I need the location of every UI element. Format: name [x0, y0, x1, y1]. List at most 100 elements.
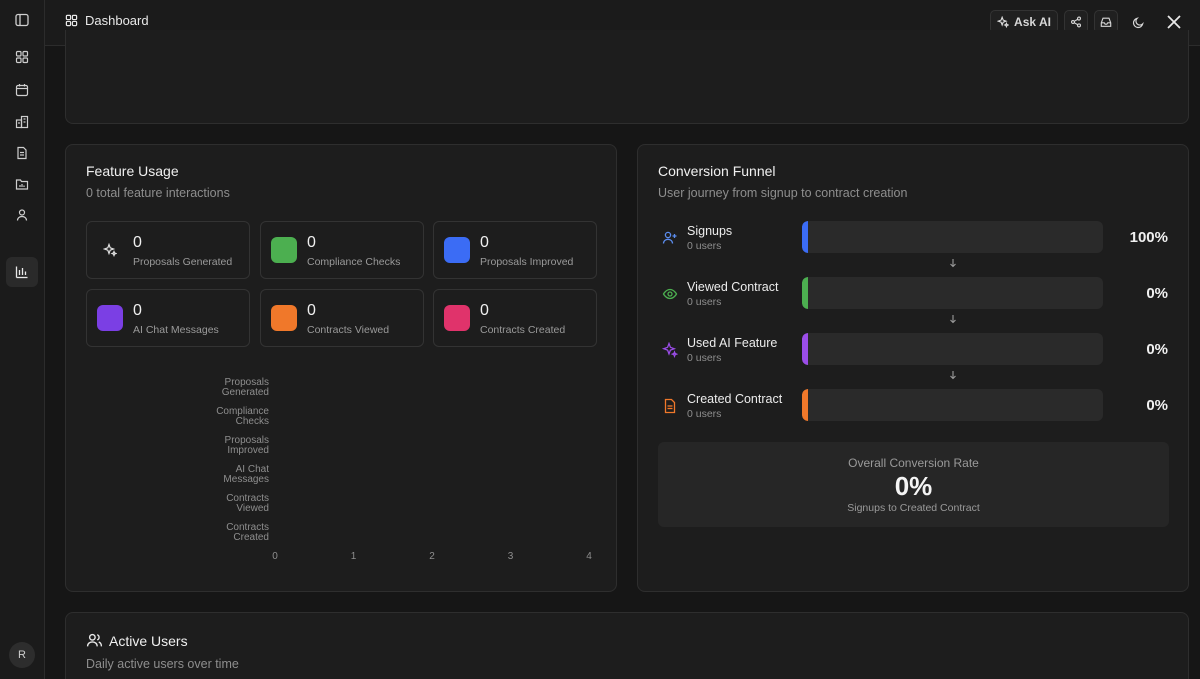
conversion-funnel-card: Conversion Funnel User journey from sign…	[637, 144, 1189, 592]
page-title: Dashboard	[85, 13, 149, 28]
eye-icon	[662, 288, 678, 300]
funnel-step-bar	[802, 333, 1103, 365]
funnel-title: Conversion Funnel	[658, 163, 776, 179]
chart-category-label: Proposals Improved	[224, 435, 269, 456]
chart-tick-label: 3	[507, 551, 514, 562]
funnel-step-bar	[802, 277, 1103, 309]
tile-proposals-improved: 0 Proposals Improved	[433, 221, 597, 279]
tile-label: Proposals Generated	[133, 256, 233, 268]
sidebar-item-buildings[interactable]	[6, 107, 38, 137]
color-swatch-icon	[444, 237, 470, 263]
tile-count: 0	[480, 302, 489, 319]
funnel-step-name: Viewed Contract	[687, 280, 779, 294]
sidebar-toggle-icon[interactable]	[6, 5, 38, 35]
funnel-step-pct: 0%	[1146, 285, 1168, 302]
tile-compliance-checks: 0 Compliance Checks	[260, 221, 424, 279]
tile-icon	[97, 237, 123, 263]
arrow-down-icon	[950, 259, 956, 268]
sidebar-item-user[interactable]	[6, 200, 38, 230]
arrow-down-icon	[950, 371, 956, 380]
tile-proposals-generated: 0 Proposals Generated	[86, 221, 250, 279]
file-icon	[664, 398, 676, 414]
theme-toggle-button[interactable]	[1126, 10, 1150, 34]
active-users-card: Active Users Daily active users over tim…	[65, 612, 1189, 679]
bar-fill	[802, 277, 808, 309]
funnel-step-pct: 0%	[1146, 397, 1168, 414]
overall-value: 0%	[894, 471, 933, 501]
active-users-title: Active Users	[109, 633, 188, 649]
funnel-step-pct: 0%	[1146, 341, 1168, 358]
tile-label: Contracts Created	[480, 324, 566, 336]
bar-chart-icon	[15, 266, 28, 279]
building-icon	[15, 115, 29, 129]
document-icon	[17, 146, 27, 160]
active-users-subtitle: Daily active users over time	[86, 657, 239, 671]
user-icon	[16, 209, 28, 221]
color-swatch-icon	[271, 237, 297, 263]
chart-tick-label: 4	[586, 551, 592, 562]
tile-contracts-created: 0 Contracts Created	[433, 289, 597, 347]
funnel-step-name: Signups	[687, 224, 733, 238]
avatar[interactable]: R	[9, 642, 35, 668]
tile-count: 0	[133, 234, 142, 251]
user-plus-icon	[662, 231, 677, 244]
funnel-step-bar	[802, 389, 1103, 421]
tile-label: Contracts Viewed	[307, 324, 390, 336]
folder-chart-icon	[15, 179, 29, 190]
chart-category-label: Proposals Generated	[221, 377, 269, 398]
funnel-step-users: 0 users	[687, 408, 722, 420]
sparkles-icon	[997, 16, 1010, 28]
moon-icon	[1132, 16, 1144, 28]
color-swatch-icon	[444, 305, 470, 331]
sidebar-item-calendar[interactable]	[6, 75, 38, 105]
grid-icon	[15, 50, 29, 64]
chart-category-label: AI Chat Messages	[223, 464, 269, 485]
breadcrumb: Dashboard	[65, 13, 149, 28]
grid-icon	[65, 14, 78, 27]
bar-fill	[802, 221, 808, 253]
funnel-subtitle: User journey from signup to contract cre…	[658, 186, 908, 200]
funnel-step-users: 0 users	[687, 296, 722, 308]
tile-count: 0	[307, 234, 316, 251]
sidebar-item-documents[interactable]	[6, 138, 38, 168]
sidebar: R	[0, 0, 45, 679]
sidebar-item-dashboard[interactable]	[6, 42, 38, 72]
tile-count: 0	[307, 302, 316, 319]
sidebar-item-folder[interactable]	[6, 169, 38, 199]
inbox-icon	[1100, 17, 1112, 27]
tile-count: 0	[133, 302, 142, 319]
tile-ai-chat-messages: 0 AI Chat Messages	[86, 289, 250, 347]
arrow-down-icon	[950, 315, 956, 324]
sidebar-item-analytics[interactable]	[6, 257, 38, 287]
tile-count: 0	[480, 234, 489, 251]
sparkles-icon	[662, 342, 678, 358]
overall-conversion-box: Overall Conversion Rate 0% Signups to Cr…	[658, 442, 1169, 527]
color-swatch-icon	[97, 305, 123, 331]
funnel-step-bar	[802, 221, 1103, 253]
chart-category-label: Contracts Created	[226, 522, 269, 543]
funnel-step-name: Created Contract	[687, 392, 783, 406]
users-icon	[86, 632, 103, 649]
overall-label: Overall Conversion Rate	[848, 456, 979, 470]
share-icon	[1070, 16, 1082, 28]
x-brand-button[interactable]	[1162, 10, 1186, 34]
feature-usage-card: Feature Usage 0 total feature interactio…	[65, 144, 617, 592]
funnel-step-pct: 100%	[1129, 229, 1168, 246]
color-swatch-icon	[271, 305, 297, 331]
chart-tick-label: 1	[350, 551, 357, 562]
tile-contracts-viewed: 0 Contracts Viewed	[260, 289, 424, 347]
chart-tick-label: 0	[272, 551, 278, 562]
feature-usage-subtitle: 0 total feature interactions	[86, 186, 230, 200]
chart-category-label: Compliance Checks	[216, 406, 269, 427]
overall-subtitle: Signups to Created Contract	[847, 502, 980, 514]
tile-label: Proposals Improved	[480, 256, 574, 268]
x-logo-icon	[1167, 15, 1181, 29]
tile-label: AI Chat Messages	[133, 324, 219, 336]
chart-tick-label: 2	[429, 551, 435, 562]
ask-ai-label: Ask AI	[1014, 15, 1051, 29]
funnel-step-users: 0 users	[687, 352, 722, 364]
funnel-step-name: Used AI Feature	[687, 336, 778, 350]
calendar-icon	[15, 84, 29, 97]
bar-fill	[802, 389, 808, 421]
top-card	[65, 30, 1189, 124]
